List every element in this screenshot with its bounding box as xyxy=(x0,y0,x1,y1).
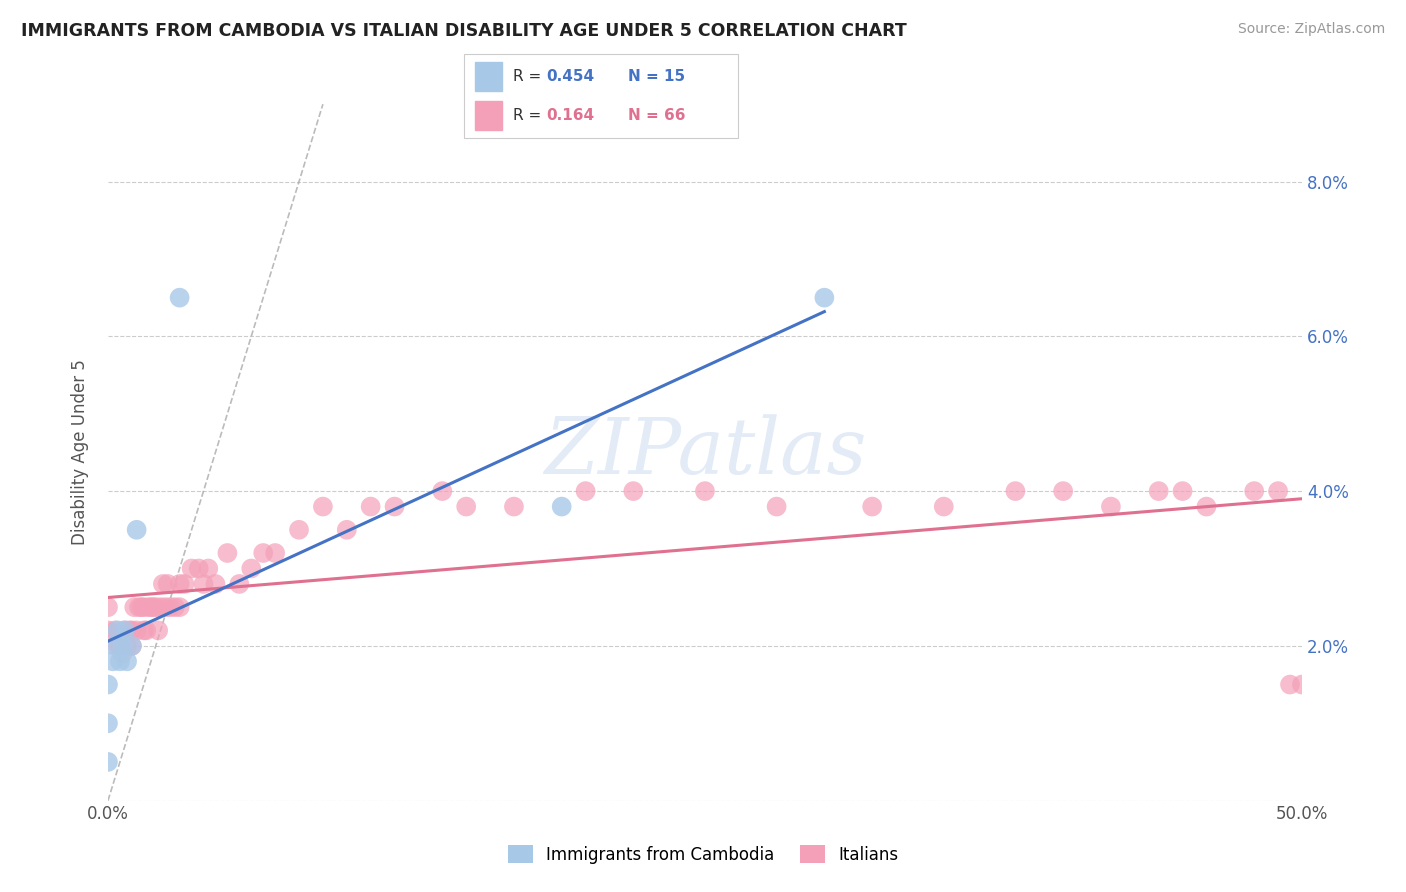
Point xyxy=(107,639,129,653)
Text: IMMIGRANTS FROM CAMBODIA VS ITALIAN DISABILITY AGE UNDER 5 CORRELATION CHART: IMMIGRANTS FROM CAMBODIA VS ITALIAN DISA… xyxy=(21,22,907,40)
Point xyxy=(228,577,250,591)
Point xyxy=(1279,677,1302,691)
Point xyxy=(135,624,157,638)
Point xyxy=(932,500,955,514)
Point xyxy=(693,484,716,499)
Point xyxy=(288,523,311,537)
Point xyxy=(197,561,219,575)
FancyBboxPatch shape xyxy=(464,54,738,138)
Point xyxy=(551,500,574,514)
Point xyxy=(1291,677,1313,691)
Point xyxy=(813,291,835,305)
Point xyxy=(114,624,136,638)
Text: ZIPatlas: ZIPatlas xyxy=(544,414,866,491)
Point xyxy=(312,500,335,514)
Point xyxy=(101,654,124,668)
Point xyxy=(264,546,287,560)
Text: 0.164: 0.164 xyxy=(546,108,595,123)
Point xyxy=(240,561,263,575)
Point xyxy=(1099,500,1122,514)
Point xyxy=(131,600,153,615)
Bar xyxy=(475,62,502,91)
Point xyxy=(193,577,215,591)
Point xyxy=(111,647,134,661)
Point xyxy=(860,500,883,514)
Point xyxy=(122,600,145,615)
Point xyxy=(139,600,162,615)
Point xyxy=(163,600,186,615)
Point xyxy=(169,291,191,305)
Point xyxy=(1195,500,1218,514)
Point xyxy=(1171,484,1194,499)
Point xyxy=(149,600,172,615)
Point xyxy=(132,600,155,615)
Point xyxy=(155,600,177,615)
Point xyxy=(97,716,120,731)
Point xyxy=(156,577,179,591)
Text: N = 15: N = 15 xyxy=(628,69,686,84)
Point xyxy=(97,755,120,769)
Y-axis label: Disability Age Under 5: Disability Age Under 5 xyxy=(72,359,89,545)
Point xyxy=(621,484,644,499)
Bar xyxy=(475,101,502,130)
Point xyxy=(114,624,136,638)
Point xyxy=(121,639,143,653)
Point xyxy=(107,624,129,638)
Point xyxy=(108,654,131,668)
Text: R =: R = xyxy=(513,108,547,123)
Point xyxy=(217,546,239,560)
Point xyxy=(121,639,143,653)
Point xyxy=(1267,484,1289,499)
Point xyxy=(574,484,596,499)
Point xyxy=(152,577,174,591)
Point xyxy=(115,654,138,668)
Point xyxy=(765,500,787,514)
Point xyxy=(111,639,134,653)
Point xyxy=(252,546,274,560)
Point xyxy=(187,561,209,575)
Point xyxy=(360,500,382,514)
Text: 0.454: 0.454 xyxy=(546,69,595,84)
Point xyxy=(97,600,120,615)
Point xyxy=(97,677,120,691)
Text: Source: ZipAtlas.com: Source: ZipAtlas.com xyxy=(1237,22,1385,37)
Point xyxy=(1243,484,1265,499)
Text: R =: R = xyxy=(513,69,547,84)
Point xyxy=(142,600,165,615)
Point xyxy=(180,561,202,575)
Point xyxy=(159,600,181,615)
Point xyxy=(169,577,191,591)
Point xyxy=(97,624,120,638)
Point xyxy=(145,600,167,615)
Point xyxy=(1147,484,1170,499)
Point xyxy=(173,577,195,591)
Point xyxy=(108,639,131,653)
Point xyxy=(456,500,478,514)
Point xyxy=(138,600,160,615)
Point xyxy=(132,624,155,638)
Point xyxy=(121,624,143,638)
Text: N = 66: N = 66 xyxy=(628,108,686,123)
Point xyxy=(146,624,169,638)
Point xyxy=(125,624,148,638)
Point xyxy=(432,484,454,499)
Point xyxy=(1052,484,1074,499)
Point xyxy=(118,624,141,638)
Point xyxy=(503,500,526,514)
Point xyxy=(1004,484,1026,499)
Point xyxy=(204,577,226,591)
Point xyxy=(115,639,138,653)
Point xyxy=(128,600,150,615)
Point xyxy=(104,624,127,638)
Point xyxy=(125,523,148,537)
Legend: Immigrants from Cambodia, Italians: Immigrants from Cambodia, Italians xyxy=(502,838,904,871)
Point xyxy=(336,523,359,537)
Point xyxy=(104,639,127,653)
Point xyxy=(169,600,191,615)
Point xyxy=(384,500,406,514)
